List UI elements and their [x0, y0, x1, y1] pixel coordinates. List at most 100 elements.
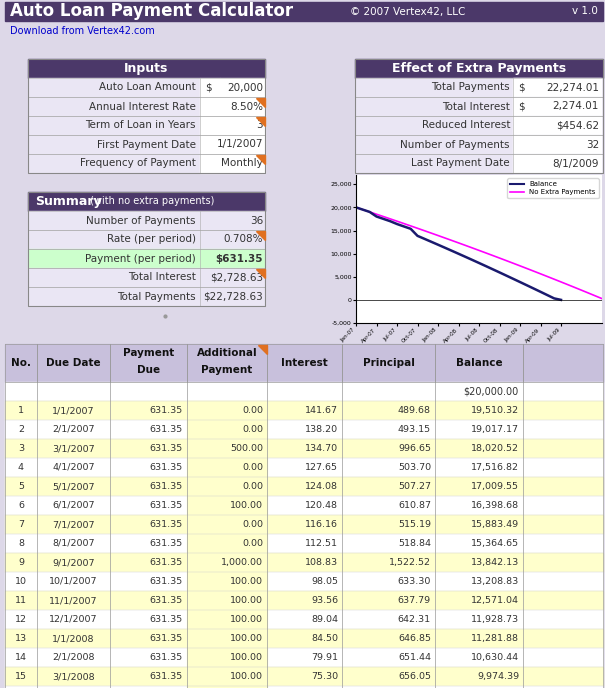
Bar — [187, 439, 267, 458]
Text: 17,009.55: 17,009.55 — [471, 482, 519, 491]
Bar — [200, 268, 265, 287]
No Extra Payments — [564, 281, 572, 289]
Balance — [366, 208, 373, 216]
Text: 631.35: 631.35 — [150, 520, 183, 529]
Balance — [428, 237, 435, 246]
Text: 656.05: 656.05 — [398, 672, 431, 681]
Text: 7/1/2007: 7/1/2007 — [52, 520, 95, 529]
Bar — [5, 344, 603, 382]
Bar — [355, 135, 603, 154]
No Extra Payments — [462, 241, 469, 250]
Text: $2,728.63: $2,728.63 — [210, 272, 263, 283]
Text: Total Payments: Total Payments — [431, 83, 510, 92]
Text: $: $ — [205, 83, 212, 92]
Text: 8/1/2009: 8/1/2009 — [552, 158, 599, 169]
Bar — [187, 515, 267, 534]
Text: 141.67: 141.67 — [305, 406, 338, 415]
Bar — [187, 629, 267, 648]
Balance — [462, 252, 469, 261]
Text: 8: 8 — [18, 539, 24, 548]
Balance — [476, 259, 483, 267]
No Extra Payments — [530, 267, 537, 275]
Text: 36: 36 — [250, 215, 263, 226]
Text: 10,630.44: 10,630.44 — [471, 653, 519, 662]
Bar — [187, 401, 267, 420]
Bar — [187, 648, 267, 667]
Text: 19,510.32: 19,510.32 — [471, 406, 519, 415]
Text: $631.35: $631.35 — [215, 253, 263, 264]
Bar — [200, 211, 265, 230]
Text: 10/1/2007: 10/1/2007 — [49, 577, 98, 586]
Text: 631.35: 631.35 — [150, 672, 183, 681]
Text: 0.00: 0.00 — [242, 406, 263, 415]
Text: Payment: Payment — [123, 347, 174, 358]
No Extra Payments — [393, 217, 401, 225]
No Extra Payments — [373, 210, 380, 218]
Polygon shape — [256, 117, 265, 126]
Text: $: $ — [518, 83, 525, 92]
Bar — [28, 78, 200, 97]
Text: Total Interest: Total Interest — [442, 102, 510, 111]
Text: Effect of Extra Payments: Effect of Extra Payments — [392, 62, 566, 75]
Text: 631.35: 631.35 — [150, 406, 183, 415]
Balance — [530, 284, 537, 292]
Bar — [533, 78, 601, 97]
Text: Payment: Payment — [201, 365, 253, 375]
Balance — [468, 256, 476, 264]
Text: 631.35: 631.35 — [150, 463, 183, 472]
Balance — [387, 217, 394, 226]
Text: 124.08: 124.08 — [305, 482, 338, 491]
Bar — [187, 591, 267, 610]
Text: © 2007 Vertex42, LLC: © 2007 Vertex42, LLC — [350, 6, 465, 17]
Bar — [200, 154, 265, 173]
Text: 15,364.65: 15,364.65 — [471, 539, 519, 548]
Legend: Balance, No Extra Payments: Balance, No Extra Payments — [507, 178, 598, 198]
No Extra Payments — [489, 251, 496, 259]
Text: Last Payment Date: Last Payment Date — [411, 158, 510, 169]
Text: 631.35: 631.35 — [150, 444, 183, 453]
Text: 9,974.39: 9,974.39 — [477, 672, 519, 681]
Bar — [187, 610, 267, 629]
Text: 6: 6 — [18, 501, 24, 510]
Line: No Extra Payments: No Extra Payments — [356, 207, 602, 299]
Text: Due Date: Due Date — [46, 358, 101, 368]
Text: 3/1/2008: 3/1/2008 — [52, 672, 95, 681]
No Extra Payments — [523, 264, 531, 272]
Text: Download from Vertex42.com: Download from Vertex42.com — [10, 25, 155, 36]
Bar — [187, 667, 267, 686]
Text: 0.00: 0.00 — [242, 425, 263, 434]
Bar — [355, 78, 603, 97]
Text: Summary: Summary — [35, 195, 102, 208]
Bar — [5, 401, 603, 420]
Text: No.: No. — [11, 358, 31, 368]
Text: 3: 3 — [257, 120, 263, 131]
Text: 8.50%: 8.50% — [230, 102, 263, 111]
Text: Inputs: Inputs — [124, 62, 169, 75]
Text: 116.16: 116.16 — [305, 520, 338, 529]
Text: 10: 10 — [15, 577, 27, 586]
Text: Annual Interest Rate: Annual Interest Rate — [89, 102, 196, 111]
Bar — [5, 591, 603, 610]
Text: 138.20: 138.20 — [305, 425, 338, 434]
Bar — [513, 97, 533, 116]
No Extra Payments — [584, 289, 592, 297]
No Extra Payments — [592, 292, 599, 300]
Text: (with no extra payments): (with no extra payments) — [87, 197, 214, 206]
Balance — [407, 225, 414, 233]
Balance — [373, 213, 380, 221]
Balance — [393, 220, 401, 228]
Text: v 1.0: v 1.0 — [572, 6, 598, 17]
Text: 11: 11 — [15, 596, 27, 605]
Text: 12: 12 — [15, 615, 27, 624]
Bar — [5, 515, 603, 534]
Text: 75.30: 75.30 — [311, 672, 338, 681]
No Extra Payments — [517, 261, 524, 270]
Text: $22,728.63: $22,728.63 — [203, 292, 263, 301]
Bar — [28, 192, 265, 306]
Text: 489.68: 489.68 — [398, 406, 431, 415]
Bar — [5, 553, 603, 572]
Balance — [523, 281, 531, 290]
Text: Rate (per period): Rate (per period) — [107, 235, 196, 244]
Text: 9/1/2007: 9/1/2007 — [52, 558, 95, 567]
Text: 112.51: 112.51 — [305, 539, 338, 548]
